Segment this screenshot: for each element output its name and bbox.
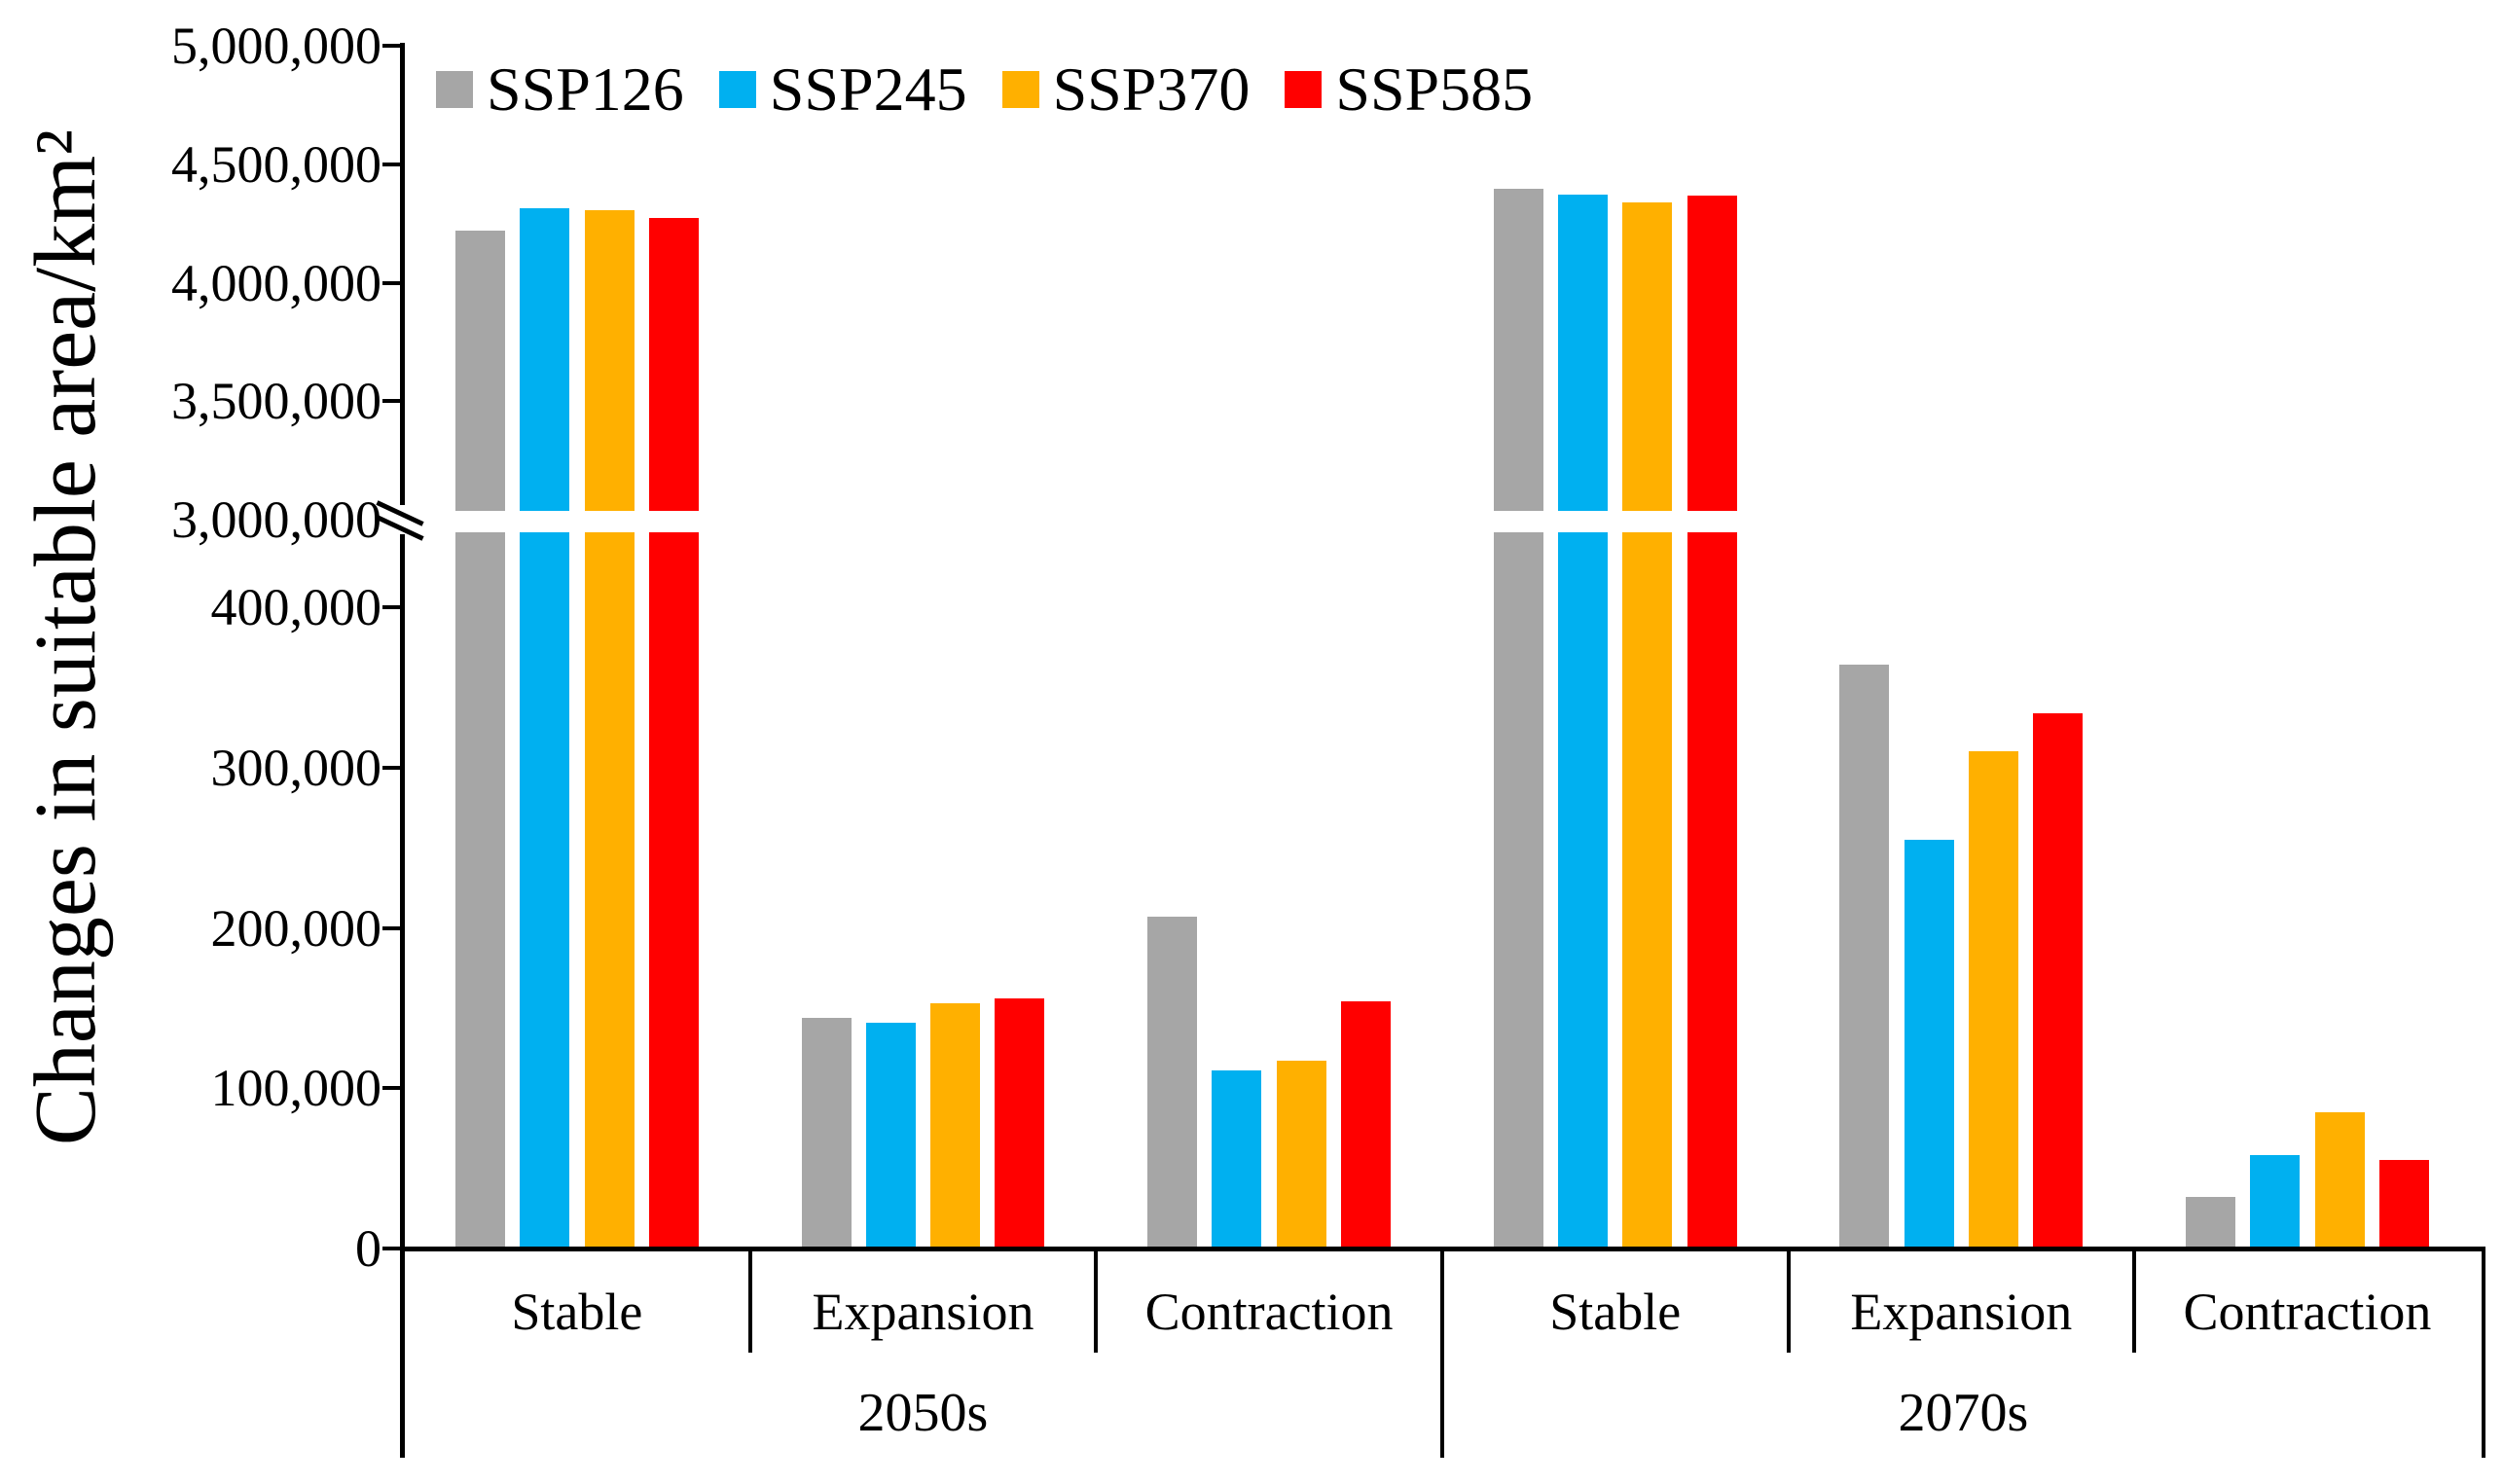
legend-swatch-ssp245 — [718, 71, 756, 108]
bar-ssp245-stable-2070s-lower — [1558, 532, 1609, 1249]
legend: SSP126 SSP245 SSP370 SSP585 — [436, 54, 1568, 125]
legend-swatch-ssp585 — [1285, 71, 1323, 108]
y-tick-300,000 — [382, 765, 400, 770]
bar-ssp126-stable-2070s-lower — [1493, 532, 1543, 1249]
bar-ssp585-expansion-2050s — [995, 997, 1045, 1249]
bar-ssp585-stable-2050s-upper — [648, 217, 699, 511]
y-tick-label-3,000,000: 3,000,000 — [171, 490, 381, 549]
period-divider — [1439, 1249, 1444, 1458]
bar-ssp585-stable-2070s-upper — [1687, 195, 1737, 511]
bar-ssp370-expansion-2070s — [1968, 751, 2018, 1249]
bar-ssp370-stable-2070s-lower — [1622, 532, 1673, 1249]
category-divider-0 — [747, 1249, 752, 1353]
bar-ssp370-contraction-2050s — [1276, 1061, 1326, 1249]
y-tick-label-400,000: 400,000 — [210, 578, 382, 636]
bar-ssp245-expansion-2050s — [865, 1022, 916, 1249]
y-tick-5,000,000 — [382, 44, 400, 48]
bar-ssp585-stable-2070s-lower — [1687, 532, 1737, 1249]
category-divider-2 — [1786, 1249, 1791, 1353]
bar-ssp245-contraction-2070s — [2250, 1155, 2301, 1249]
y-tick-4,500,000 — [382, 162, 400, 166]
y-tick-200,000 — [382, 925, 400, 930]
bar-ssp585-contraction-2050s — [1341, 1001, 1392, 1249]
category-divider-3 — [2132, 1249, 2137, 1353]
bar-ssp126-stable-2070s-upper — [1493, 189, 1543, 511]
bar-ssp370-expansion-2050s — [930, 1002, 981, 1249]
legend-label-ssp585: SSP585 — [1335, 54, 1534, 124]
axis-right-extension — [2482, 1249, 2485, 1458]
x-category-label-expansion-2070s: Expansion — [1850, 1283, 2073, 1341]
legend-item-ssp585: SSP585 — [1285, 54, 1533, 125]
x-period-label-2050s: 2050s — [857, 1383, 989, 1443]
bar-ssp585-stable-2050s-lower — [648, 532, 699, 1249]
category-divider-1 — [1094, 1249, 1099, 1353]
x-category-label-contraction-2050s: Contraction — [1144, 1283, 1394, 1341]
bar-ssp370-stable-2070s-upper — [1622, 201, 1673, 511]
y-tick-label-4,000,000: 4,000,000 — [171, 253, 381, 312]
bar-ssp126-contraction-2050s — [1147, 916, 1198, 1249]
y-tick-label-200,000: 200,000 — [210, 898, 382, 958]
y-axis-line-lower — [400, 534, 405, 1458]
bar-ssp245-expansion-2070s — [1904, 839, 1954, 1249]
y-tick-400,000 — [382, 605, 400, 609]
x-period-label-2070s: 2070s — [1898, 1383, 2029, 1443]
bar-ssp370-stable-2050s-upper — [584, 210, 635, 511]
y-tick-label-4,500,000: 4,500,000 — [171, 134, 381, 194]
bar-ssp370-contraction-2070s — [2314, 1111, 2365, 1249]
bar-ssp585-expansion-2070s — [2033, 712, 2084, 1249]
legend-item-ssp245: SSP245 — [718, 54, 967, 125]
legend-swatch-ssp370 — [1001, 71, 1039, 108]
legend-item-ssp370: SSP370 — [1001, 54, 1251, 125]
legend-label-ssp370: SSP370 — [1052, 54, 1251, 124]
bar-ssp126-stable-2050s-upper — [454, 230, 505, 511]
axis-break-band-2070s — [1489, 511, 1741, 532]
bar-ssp126-expansion-2050s — [801, 1017, 852, 1249]
bar-ssp370-stable-2050s-lower — [584, 532, 635, 1249]
y-tick-3,500,000 — [382, 399, 400, 404]
legend-label-ssp126: SSP126 — [487, 54, 684, 124]
x-category-label-expansion-2050s: Expansion — [812, 1283, 1034, 1341]
x-category-label-stable-2070s: Stable — [1549, 1283, 1682, 1341]
legend-swatch-ssp126 — [436, 71, 473, 108]
bar-ssp245-stable-2050s-upper — [520, 207, 570, 511]
y-tick-label-5,000,000: 5,000,000 — [171, 17, 381, 75]
bar-ssp126-expansion-2070s — [1839, 665, 1890, 1249]
legend-item-ssp126: SSP126 — [436, 54, 684, 125]
y-tick-100,000 — [382, 1086, 400, 1091]
y-axis-line-upper — [400, 43, 405, 505]
y-tick-label-100,000: 100,000 — [210, 1059, 382, 1118]
y-tick-0 — [382, 1247, 400, 1250]
bar-ssp245-stable-2050s-lower — [520, 532, 570, 1249]
y-tick-label-300,000: 300,000 — [210, 738, 382, 797]
axis-break-band-2050s — [451, 511, 703, 532]
y-tick-label-0: 0 — [355, 1219, 381, 1278]
y-tick-4,000,000 — [382, 280, 400, 285]
legend-label-ssp245: SSP245 — [769, 54, 967, 124]
bar-ssp585-contraction-2070s — [2378, 1160, 2429, 1249]
bar-ssp126-stable-2050s-lower — [454, 532, 505, 1249]
x-category-label-contraction-2070s: Contraction — [2183, 1283, 2432, 1341]
bar-ssp245-stable-2070s-upper — [1558, 195, 1609, 511]
axis-left-extension — [400, 1249, 405, 1458]
y-tick-label-3,500,000: 3,500,000 — [171, 372, 381, 431]
bar-ssp126-contraction-2070s — [2186, 1197, 2235, 1249]
x-category-label-stable-2050s: Stable — [511, 1283, 643, 1341]
bar-ssp245-contraction-2050s — [1212, 1070, 1262, 1249]
